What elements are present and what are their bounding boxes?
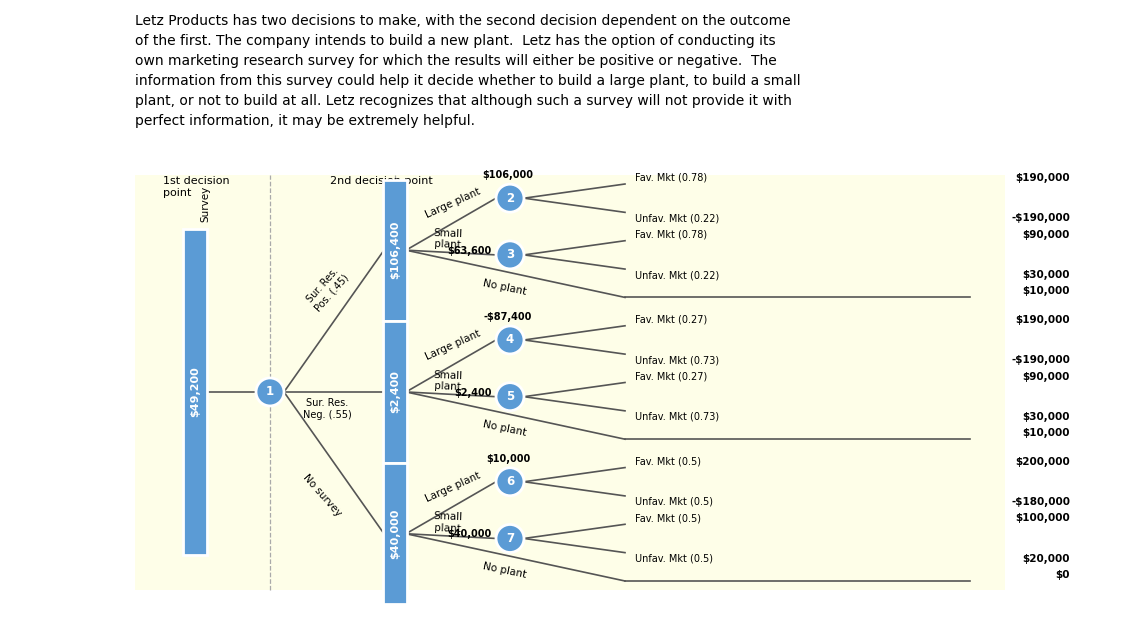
Text: Fav. Mkt (0.5): Fav. Mkt (0.5)	[634, 514, 701, 524]
Text: -$190,000: -$190,000	[1011, 213, 1070, 223]
FancyBboxPatch shape	[382, 321, 407, 462]
Text: $2,400: $2,400	[455, 388, 492, 397]
Text: $40,000: $40,000	[390, 509, 400, 559]
Text: Unfav. Mkt (0.5): Unfav. Mkt (0.5)	[634, 553, 713, 563]
Text: Small
plant: Small plant	[432, 228, 462, 250]
Text: Unfav. Mkt (0.73): Unfav. Mkt (0.73)	[634, 355, 719, 365]
Text: 6: 6	[506, 475, 514, 488]
Text: $63,600: $63,600	[448, 246, 492, 256]
Circle shape	[496, 241, 524, 269]
Text: Survey: Survey	[200, 186, 210, 222]
Text: Fav. Mkt (0.78): Fav. Mkt (0.78)	[634, 230, 708, 240]
Text: Sur. Res.
Pos. (.45): Sur. Res. Pos. (.45)	[304, 265, 351, 313]
Text: Fav. Mkt (0.27): Fav. Mkt (0.27)	[634, 314, 708, 324]
Text: $190,000: $190,000	[1016, 314, 1070, 324]
Circle shape	[496, 383, 524, 411]
Text: $2,400: $2,400	[390, 371, 400, 413]
Text: 3: 3	[506, 248, 514, 261]
Text: 5: 5	[506, 390, 514, 403]
Text: Small
plant: Small plant	[432, 511, 462, 534]
Circle shape	[256, 378, 284, 406]
FancyBboxPatch shape	[382, 180, 407, 321]
FancyBboxPatch shape	[382, 463, 407, 605]
Circle shape	[496, 184, 524, 212]
Circle shape	[496, 524, 524, 552]
Text: Sur. Res.
Neg. (.55): Sur. Res. Neg. (.55)	[303, 398, 352, 419]
Text: $100,000: $100,000	[1015, 514, 1070, 524]
Circle shape	[496, 468, 524, 495]
Text: 1st decision
point: 1st decision point	[163, 176, 230, 198]
Text: Unfav. Mkt (0.73): Unfav. Mkt (0.73)	[634, 412, 719, 422]
Text: Large plant: Large plant	[423, 187, 482, 220]
Text: Small
plant: Small plant	[432, 369, 462, 392]
Text: $0: $0	[1055, 570, 1070, 580]
Text: No plant: No plant	[483, 278, 528, 296]
Text: Unfav. Mkt (0.22): Unfav. Mkt (0.22)	[634, 213, 719, 223]
Text: $106,000: $106,000	[483, 170, 533, 180]
Text: $49,200: $49,200	[190, 366, 200, 417]
Text: $10,000: $10,000	[486, 454, 530, 464]
Text: $190,000: $190,000	[1016, 173, 1070, 183]
Text: $10,000: $10,000	[1023, 286, 1070, 296]
Text: Fav. Mkt (0.27): Fav. Mkt (0.27)	[634, 371, 708, 381]
Text: $20,000: $20,000	[1023, 553, 1070, 563]
Text: $106,400: $106,400	[390, 221, 400, 280]
Text: $30,000: $30,000	[1023, 412, 1070, 422]
Text: Letz Products has two decisions to make, with the second decision dependent on t: Letz Products has two decisions to make,…	[135, 14, 801, 129]
Text: $10,000: $10,000	[1023, 428, 1070, 438]
Text: Fav. Mkt (0.5): Fav. Mkt (0.5)	[634, 457, 701, 467]
FancyBboxPatch shape	[135, 175, 1005, 590]
Text: No plant: No plant	[483, 562, 528, 580]
Text: Large plant: Large plant	[423, 470, 482, 504]
Text: -$190,000: -$190,000	[1011, 355, 1070, 365]
Text: 7: 7	[506, 532, 514, 545]
Text: 1: 1	[266, 386, 274, 399]
Text: $90,000: $90,000	[1023, 230, 1070, 240]
Text: No plant: No plant	[483, 419, 528, 438]
Circle shape	[496, 326, 524, 354]
Text: Unfav. Mkt (0.5): Unfav. Mkt (0.5)	[634, 497, 713, 507]
Text: Fav. Mkt (0.78): Fav. Mkt (0.78)	[634, 173, 708, 183]
Text: $40,000: $40,000	[448, 530, 492, 540]
Text: Large plant: Large plant	[423, 328, 482, 362]
Text: Unfav. Mkt (0.22): Unfav. Mkt (0.22)	[634, 270, 719, 280]
Text: $90,000: $90,000	[1023, 371, 1070, 381]
Text: $30,000: $30,000	[1023, 270, 1070, 280]
Text: No survey: No survey	[302, 473, 343, 519]
Text: $200,000: $200,000	[1015, 457, 1070, 467]
Text: 2: 2	[506, 192, 514, 205]
Text: 2nd decision point: 2nd decision point	[330, 176, 433, 186]
Text: 4: 4	[506, 333, 514, 346]
Text: -$87,400: -$87,400	[484, 312, 532, 322]
FancyBboxPatch shape	[183, 229, 207, 555]
Text: -$180,000: -$180,000	[1011, 497, 1070, 507]
